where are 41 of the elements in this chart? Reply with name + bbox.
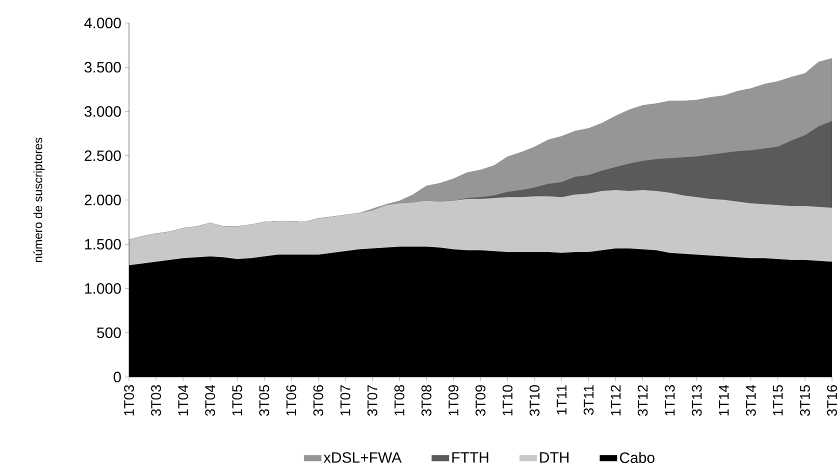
x-tick-label: 3T11: [584, 385, 594, 415]
legend-label: Cabo: [620, 452, 654, 464]
x-tick-label: 1T05: [232, 385, 242, 416]
x-tick-label: 1T11: [556, 385, 566, 414]
x-tick-label: 3T15: [800, 385, 810, 416]
y-tick-label: 2.500: [84, 150, 121, 162]
y-tick-label: 1.000: [85, 283, 121, 294]
legend-label: xDSL+FWA: [324, 452, 402, 463]
x-tick-label: 1T06: [286, 385, 296, 416]
y-tick-label: 3.500: [84, 62, 121, 73]
x-tick-label: 1T10: [502, 385, 512, 416]
x-tick-label: 1T08: [394, 385, 404, 416]
x-tick-label: 1T07: [340, 385, 350, 416]
x-tick-label: 1T15: [773, 385, 783, 416]
x-tick-label: 1T03: [124, 385, 134, 416]
x-tick-label: 3T12: [638, 385, 648, 416]
x-tick-label: 3T16: [827, 385, 837, 416]
y-tick-label: 1.500: [85, 238, 121, 250]
x-tick-label: 3T05: [259, 385, 270, 416]
x-tick-label: 3T03: [151, 385, 161, 416]
x-tick-label: 3T14: [746, 384, 756, 416]
x-tick-label: 1T13: [664, 385, 675, 416]
y-axis-title: número de suscriptores: [33, 138, 45, 262]
legend-label: DTH: [540, 452, 568, 463]
y-tick-label: 500: [97, 327, 121, 338]
legend-label: FTTH: [452, 452, 488, 463]
x-tick-label: 3T07: [367, 385, 378, 416]
y-tick-label: 3.000: [84, 106, 121, 117]
x-tick-label: 1T04: [178, 384, 188, 416]
y-tick-label: 0: [114, 372, 121, 382]
x-tick-label: 3T09: [476, 385, 486, 416]
y-tick-label: 2.000: [84, 194, 121, 206]
x-tick-label: 1T14: [719, 384, 729, 416]
x-tick-label: 3T04: [205, 384, 216, 416]
y-tick-label: 4.000: [84, 18, 121, 28]
x-tick-label: 3T10: [530, 385, 540, 416]
x-tick-label: 3T06: [313, 385, 324, 416]
x-tick-label: 1T09: [448, 385, 458, 416]
x-tick-label: 3T08: [421, 385, 432, 416]
x-tick-label: 3T13: [692, 385, 702, 416]
x-tick-label: 1T12: [610, 385, 621, 416]
